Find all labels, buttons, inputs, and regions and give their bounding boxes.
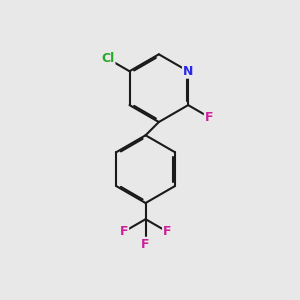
Text: F: F — [120, 225, 128, 238]
Text: F: F — [205, 111, 213, 124]
Text: F: F — [141, 238, 150, 251]
Text: Cl: Cl — [101, 52, 115, 65]
Text: F: F — [163, 225, 172, 238]
Text: N: N — [183, 65, 193, 78]
